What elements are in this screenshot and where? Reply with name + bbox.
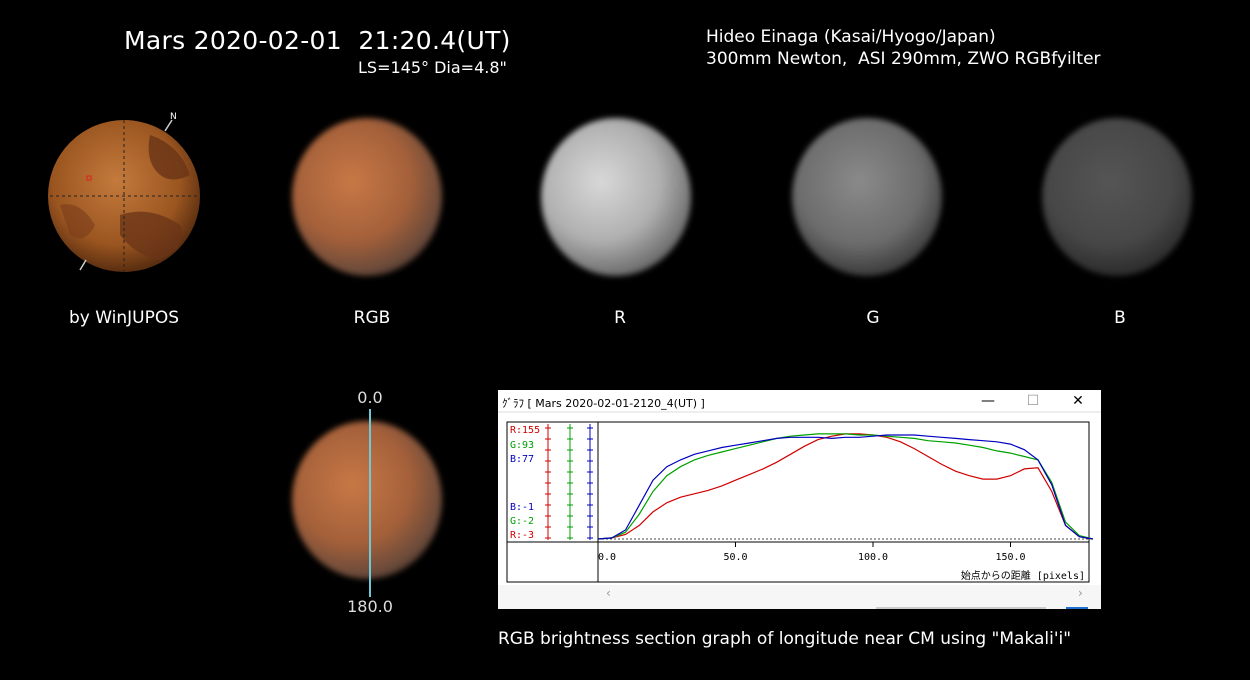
mars-r-image	[541, 118, 691, 276]
mars-rgb-section-image	[292, 421, 442, 579]
legend-g-max: G:93	[510, 440, 534, 451]
legend-b-max: B:77	[510, 454, 534, 465]
scroll-left-arrow[interactable]: ‹	[606, 586, 611, 600]
section-line	[369, 409, 371, 597]
label-b: B	[1114, 308, 1126, 328]
mars-g-image	[792, 118, 942, 276]
minimize-button[interactable]: —	[981, 393, 995, 409]
subtitle: LS=145° Dia=4.8"	[358, 58, 507, 77]
label-g: G	[866, 308, 880, 328]
graph-caption: RGB brightness section graph of longitud…	[498, 629, 1072, 649]
x-axis-label: 始点からの距離 [pixels]	[961, 569, 1085, 582]
label-rgb: RGB	[353, 308, 391, 328]
x-tick-label: 0.0	[598, 552, 616, 563]
legend-r-max: R:155	[510, 425, 540, 436]
mars-rgb-image	[292, 118, 442, 276]
x-tick-label: 150.0	[995, 552, 1025, 563]
x-tick-label: 50.0	[723, 552, 747, 563]
label-r: R	[614, 308, 626, 328]
horizontal-scrollbar[interactable]	[498, 585, 1101, 609]
page-title: Mars 2020-02-01 21:20.4(UT)	[124, 26, 511, 55]
graph-frame	[506, 421, 1090, 583]
legend-r-min: R:-3	[510, 530, 534, 541]
brightness-graph: R:155 G:93 B:77 B:-1 G:-2 R:-3 0.0 50.0 10…	[498, 411, 1101, 609]
legend-b-min: B:-1	[510, 502, 534, 513]
label-winjupos: by WinJUPOS	[68, 308, 180, 328]
x-tick-label: 100.0	[858, 552, 888, 563]
scroll-right-arrow[interactable]: ›	[1078, 586, 1083, 600]
series-line-b	[597, 434, 1094, 540]
observer-credit: Hideo Einaga (Kasai/Hyogo/Japan)	[706, 27, 996, 47]
north-marker: N	[170, 112, 177, 122]
mars-b-image	[1042, 118, 1192, 276]
section-start-label: 0.0	[357, 388, 383, 407]
winjupos-globe: N	[48, 112, 200, 272]
series-line-g	[597, 433, 1094, 540]
section-end-label: 180.0	[347, 597, 393, 616]
legend-g-min: G:-2	[510, 516, 534, 527]
equipment-info: 300mm Newton, ASI 290mm, ZWO RGBfyilter	[706, 49, 1101, 69]
graph-window-title: ｸﾞﾗﾌ [ Mars 2020-02-01-2120_4(UT) ]	[502, 397, 705, 410]
maximize-button[interactable]: ☐	[1026, 393, 1040, 409]
close-button[interactable]: ✕	[1072, 393, 1084, 409]
